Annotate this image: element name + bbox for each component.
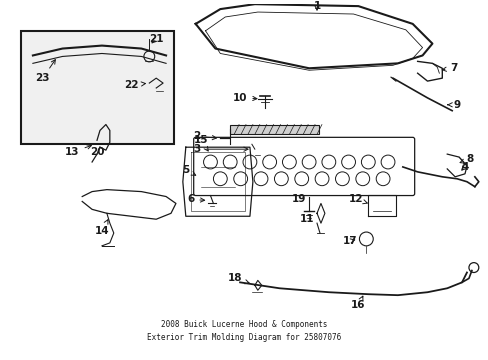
Bar: [230, 125, 318, 134]
FancyBboxPatch shape: [193, 137, 414, 195]
Text: 20: 20: [90, 147, 104, 157]
Text: 7: 7: [441, 63, 457, 73]
Text: 19: 19: [291, 194, 306, 204]
Text: 15: 15: [193, 135, 208, 151]
Text: 1: 1: [313, 1, 320, 11]
Text: 11: 11: [299, 214, 314, 224]
Text: 14: 14: [95, 220, 109, 236]
Text: 3: 3: [193, 144, 247, 154]
Text: 23: 23: [36, 60, 55, 83]
Bar: [21, 31, 174, 144]
Text: 13: 13: [65, 145, 91, 157]
Text: 9: 9: [447, 100, 460, 110]
Text: 8: 8: [459, 154, 472, 164]
Text: 17: 17: [343, 236, 357, 246]
Text: 4: 4: [460, 162, 468, 172]
Text: 12: 12: [348, 194, 366, 204]
Text: 18: 18: [227, 273, 249, 284]
Text: 6: 6: [187, 194, 204, 204]
Text: 2: 2: [193, 131, 216, 141]
Text: 10: 10: [232, 93, 256, 103]
Text: 16: 16: [350, 296, 365, 310]
Text: 2008 Buick Lucerne Hood & Components
Exterior Trim Molding Diagram for 25807076: 2008 Buick Lucerne Hood & Components Ext…: [146, 320, 341, 342]
Text: 21: 21: [149, 34, 163, 44]
Text: 22: 22: [124, 80, 145, 90]
Text: 5: 5: [182, 165, 195, 175]
